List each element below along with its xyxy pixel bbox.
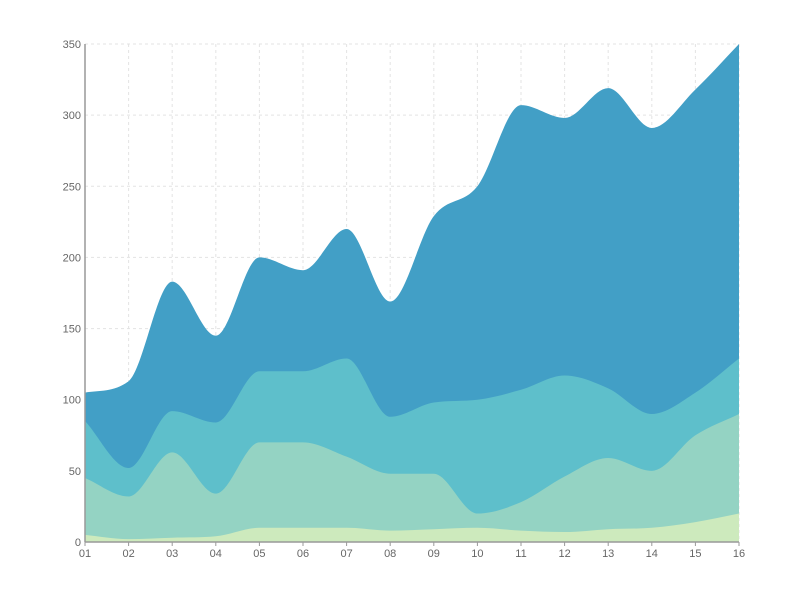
x-tick-label: 03: [166, 548, 178, 560]
x-tick-label: 06: [297, 548, 309, 560]
x-tick-label: 07: [340, 548, 352, 560]
y-tick-label: 100: [63, 395, 81, 407]
x-tick-label: 02: [122, 548, 134, 560]
x-tick-label: 01: [79, 548, 91, 560]
axes: 0 50 100 150 200 250 300 350 01 02 03 04 05 06 07 08 09 1…: [63, 39, 745, 560]
x-tick-label: 08: [384, 548, 396, 560]
x-tick-label: 04: [210, 548, 222, 560]
x-tick-label: 10: [471, 548, 483, 560]
x-tick-label: 09: [428, 548, 440, 560]
area-series-1: [85, 513, 739, 542]
y-tick-label: 200: [63, 252, 81, 264]
area-series-2: [85, 413, 739, 542]
x-tick-label: 14: [646, 548, 658, 560]
x-tick-label: 05: [253, 548, 265, 560]
y-tick-label: 300: [63, 110, 81, 122]
y-tick-label: 150: [63, 324, 81, 336]
x-tick-label: 16: [733, 548, 745, 560]
y-tick-label: 50: [69, 466, 81, 478]
y-tick-label: 0: [75, 537, 81, 549]
x-tick-label: 13: [602, 548, 614, 560]
y-tick-label: 250: [63, 181, 81, 193]
x-tick-label: 11: [515, 548, 526, 560]
y-tick-label: 350: [63, 39, 81, 51]
areas: [85, 44, 739, 542]
x-tick-label: 12: [558, 548, 570, 560]
x-tick-label: 15: [689, 548, 701, 560]
